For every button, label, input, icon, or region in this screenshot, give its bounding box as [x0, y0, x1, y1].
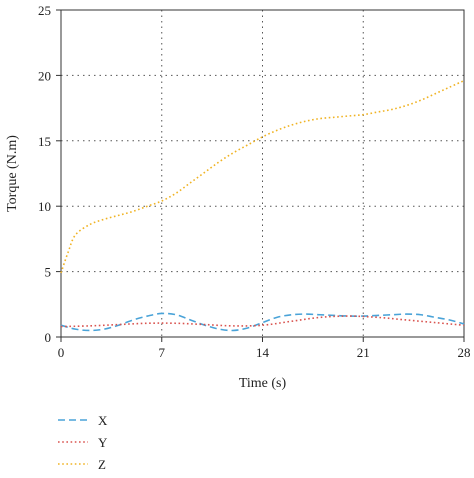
legend: XYZ	[58, 413, 108, 472]
x-tick-label: 14	[256, 345, 270, 360]
series-layer	[60, 79, 465, 332]
legend-label-z: Z	[98, 457, 106, 472]
x-tick-label: 21	[357, 345, 370, 360]
x-tick-label: 7	[159, 345, 166, 360]
y-tick-label: 15	[38, 134, 51, 149]
x-axis-title: Time (s)	[239, 376, 287, 391]
y-tick-label: 0	[45, 330, 52, 345]
legend-label-y: Y	[98, 435, 108, 450]
plot-frame	[60, 9, 465, 338]
y-tick-label: 5	[45, 265, 52, 280]
y-axis-title: Torque (N.m)	[5, 135, 20, 212]
series-line-x	[60, 312, 465, 332]
y-tick-label: 25	[38, 3, 51, 18]
legend-label-x: X	[98, 413, 108, 428]
axis-ticks: 0 7 14 21 28 0 5 10 15 20 25	[38, 3, 471, 360]
x-tick-label: 0	[58, 345, 65, 360]
x-tick-label: 28	[458, 345, 471, 360]
grid-lines	[61, 10, 464, 337]
y-tick-label: 20	[38, 68, 51, 83]
series-line-y	[60, 315, 465, 328]
y-tick-label: 10	[38, 199, 51, 214]
